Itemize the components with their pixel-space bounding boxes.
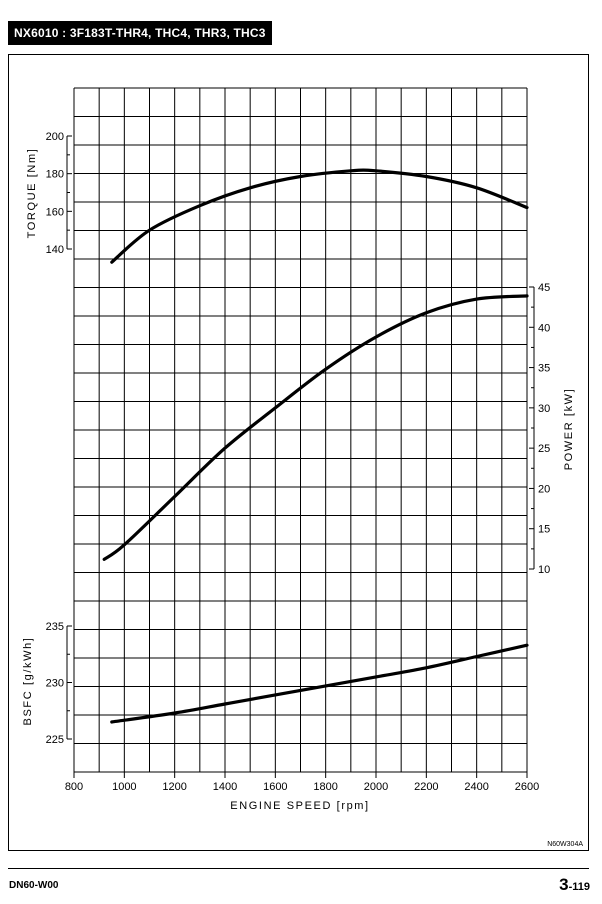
bsfc-tick-label: 230 xyxy=(46,678,64,690)
power-axis-label: POWER [kW] xyxy=(563,388,575,471)
x-tick-label: 1000 xyxy=(112,781,136,793)
bsfc-tick-label: 225 xyxy=(46,734,64,746)
torque-tick-label: 200 xyxy=(46,131,64,143)
drawing-code: N60W304A xyxy=(547,841,583,848)
bsfc-curve xyxy=(110,643,529,724)
torque-tick-label: 140 xyxy=(46,244,64,256)
torque-tick-label: 180 xyxy=(46,169,64,181)
chart-curves xyxy=(102,168,529,724)
footer-rule xyxy=(8,868,589,869)
torque-curve xyxy=(110,168,529,264)
power-tick-label: 45 xyxy=(538,282,550,294)
x-axis-label: ENGINE SPEED [rpm] xyxy=(230,800,369,812)
power-tick-label: 15 xyxy=(538,524,550,536)
x-tick-label: 2600 xyxy=(515,781,539,793)
power-tick-label: 30 xyxy=(538,403,550,415)
x-tick-label: 1600 xyxy=(263,781,287,793)
power-tick-label: 40 xyxy=(538,322,550,334)
x-tick-label: 2000 xyxy=(364,781,388,793)
torque-tick-label: 160 xyxy=(46,206,64,218)
x-tick-label: 2200 xyxy=(414,781,438,793)
power-tick-label: 25 xyxy=(538,443,550,455)
x-tick-label: 1800 xyxy=(313,781,337,793)
chart-grid xyxy=(73,87,528,773)
torque-axis-label: TORQUE [Nm] xyxy=(26,148,38,239)
power-tick-label: 20 xyxy=(538,483,550,495)
page-number: 3-119 xyxy=(559,875,590,895)
footer-doc-code: DN60-W00 xyxy=(9,880,59,891)
x-tick-label: 1400 xyxy=(213,781,237,793)
model-title: NX6010 : 3F183T-THR4, THC4, THR3, THC3 xyxy=(8,21,272,45)
x-tick-label: 1200 xyxy=(162,781,186,793)
chart-axes: 800 1000 1200 1400 1600 1800 2000 2200 2400 2600 1… xyxy=(46,131,551,793)
bsfc-axis-label: BSFC [g/kWh] xyxy=(22,637,34,726)
x-tick-label: 2400 xyxy=(464,781,488,793)
bsfc-tick-label: 235 xyxy=(46,621,64,633)
power-curve xyxy=(102,294,529,561)
chart-frame xyxy=(8,54,589,851)
page-number-minor: -119 xyxy=(568,881,590,893)
x-tick-label: 800 xyxy=(65,781,83,793)
power-tick-label: 10 xyxy=(538,564,550,576)
page-number-major: 3 xyxy=(559,875,569,894)
power-tick-label: 35 xyxy=(538,363,550,375)
